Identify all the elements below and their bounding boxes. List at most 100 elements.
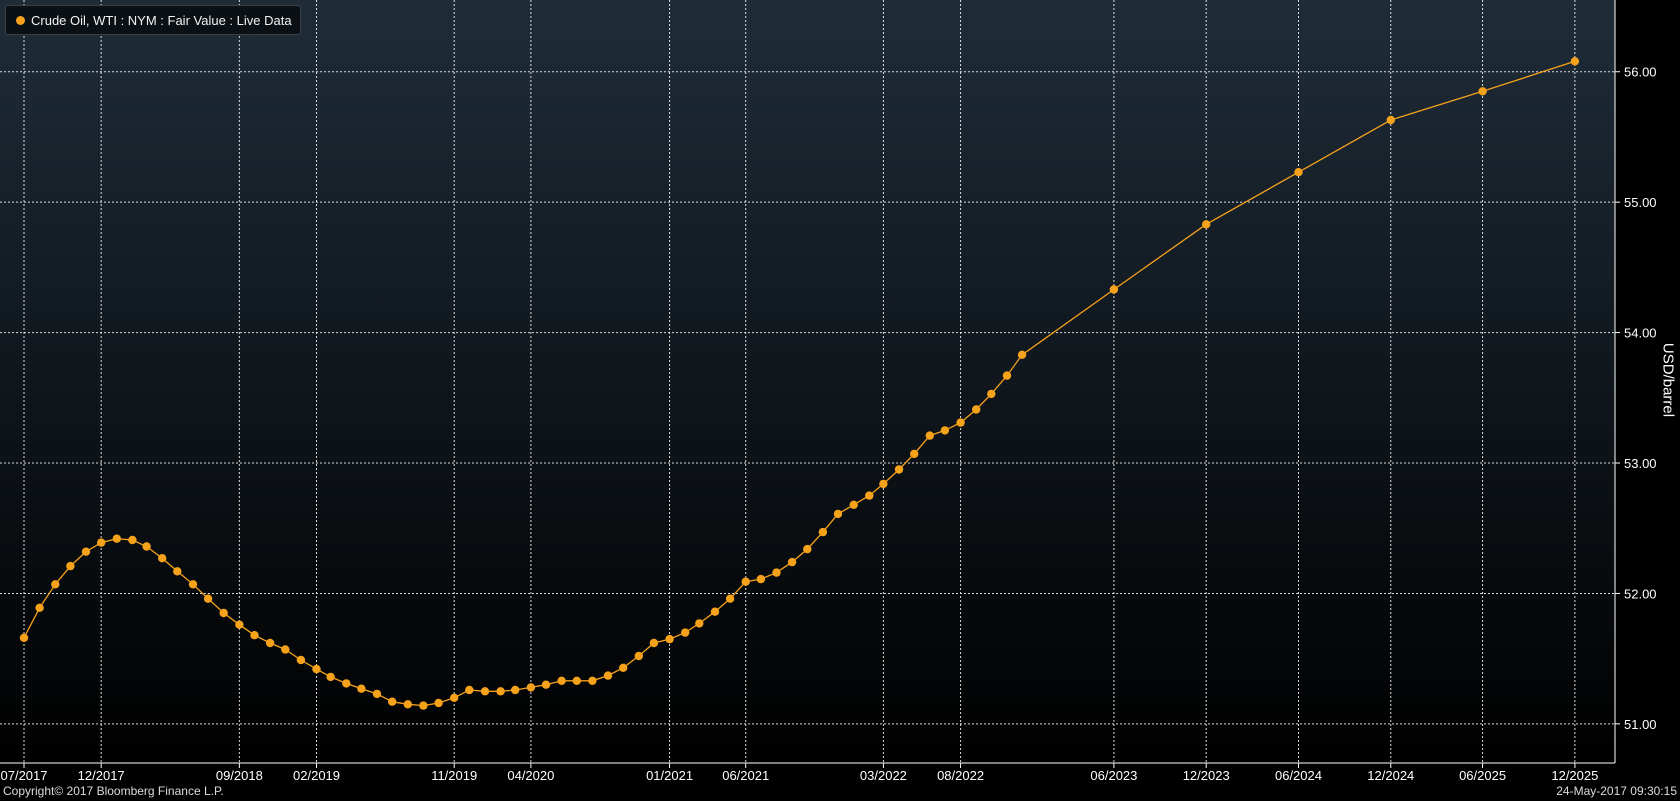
data-point bbox=[940, 426, 950, 435]
data-point bbox=[419, 701, 428, 710]
data-point bbox=[695, 619, 704, 628]
data-point bbox=[572, 676, 581, 685]
data-point bbox=[603, 671, 613, 680]
data-point bbox=[649, 638, 659, 648]
data-point bbox=[879, 479, 888, 489]
data-point bbox=[1202, 220, 1211, 229]
data-point bbox=[756, 574, 766, 584]
x-tick-label: 07/2017 bbox=[1, 768, 48, 783]
data-point bbox=[803, 544, 812, 554]
data-point bbox=[557, 676, 566, 685]
right-axis-background bbox=[1615, 0, 1680, 801]
copyright-text: Copyright© 2017 Bloomberg Finance L.P. bbox=[3, 784, 224, 798]
data-point bbox=[81, 547, 91, 556]
series-crude-oil bbox=[19, 57, 1580, 710]
legend-marker-icon bbox=[16, 15, 25, 25]
data-point bbox=[526, 683, 536, 692]
bottom-axis-background bbox=[0, 763, 1615, 801]
x-tick-label: 06/2021 bbox=[722, 768, 769, 783]
data-point bbox=[772, 568, 781, 577]
x-tick-label: 06/2025 bbox=[1459, 768, 1506, 783]
data-point bbox=[434, 698, 443, 708]
data-point bbox=[849, 500, 858, 509]
data-point bbox=[818, 527, 828, 537]
data-point bbox=[910, 449, 919, 459]
data-point bbox=[326, 672, 335, 682]
x-tick-label: 06/2024 bbox=[1275, 768, 1322, 783]
data-point bbox=[588, 676, 597, 685]
legend-label: Crude Oil, WTI : NYM : Fair Value : Live… bbox=[31, 12, 292, 28]
data-point bbox=[128, 535, 137, 545]
data-point bbox=[173, 567, 182, 576]
data-point bbox=[265, 638, 275, 648]
x-tick-label: 12/2024 bbox=[1367, 768, 1414, 783]
data-point bbox=[634, 651, 643, 661]
data-point bbox=[541, 680, 551, 689]
data-point bbox=[51, 580, 60, 589]
data-point bbox=[480, 687, 490, 696]
data-point bbox=[66, 561, 75, 571]
data-point bbox=[372, 689, 382, 699]
data-point bbox=[97, 538, 106, 547]
data-point bbox=[112, 534, 122, 543]
grid bbox=[0, 0, 1615, 763]
data-point bbox=[1478, 87, 1487, 96]
data-point bbox=[388, 697, 397, 706]
data-point bbox=[925, 431, 934, 440]
data-point bbox=[741, 577, 750, 586]
data-point bbox=[235, 620, 244, 629]
x-tick-label: 09/2018 bbox=[216, 768, 263, 783]
plot-background bbox=[0, 0, 1615, 763]
x-tick-label: 06/2023 bbox=[1090, 768, 1137, 783]
y-axis-label: USD/barrel bbox=[1659, 342, 1677, 418]
data-point bbox=[956, 418, 965, 427]
y-tick-label: 54.00 bbox=[1624, 326, 1657, 341]
data-point bbox=[450, 693, 459, 702]
data-point bbox=[158, 554, 167, 563]
data-point bbox=[972, 405, 981, 414]
y-tick-label: 55.00 bbox=[1624, 195, 1657, 210]
axes: 51.00 52.00 53.00 54.00 55.00 56.00 07/2017 12/… bbox=[0, 0, 1657, 783]
x-tick-label: 04/2020 bbox=[507, 768, 554, 783]
data-point bbox=[1294, 168, 1303, 177]
x-tick-label: 12/2025 bbox=[1551, 768, 1598, 783]
x-tick-label: 12/2017 bbox=[78, 768, 125, 783]
data-point bbox=[1002, 371, 1012, 380]
data-point bbox=[403, 700, 412, 709]
data-point bbox=[865, 491, 874, 500]
timestamp-text: 24-May-2017 09:30:15 bbox=[1556, 784, 1677, 798]
data-point bbox=[725, 594, 735, 603]
x-tick-label: 02/2019 bbox=[293, 768, 340, 783]
data-point bbox=[250, 631, 259, 640]
data-point bbox=[987, 389, 996, 399]
data-point bbox=[203, 594, 213, 603]
x-tick-label: 08/2022 bbox=[937, 768, 984, 783]
data-point bbox=[619, 663, 628, 672]
data-point bbox=[710, 607, 720, 616]
data-point bbox=[894, 465, 904, 474]
data-point bbox=[511, 685, 520, 695]
y-tick-label: 51.00 bbox=[1624, 717, 1657, 732]
data-point bbox=[496, 687, 505, 696]
data-point bbox=[787, 557, 797, 567]
chart-legend[interactable]: Crude Oil, WTI : NYM : Fair Value : Live… bbox=[5, 5, 301, 35]
y-tick-label: 52.00 bbox=[1624, 586, 1657, 601]
x-tick-label: 01/2021 bbox=[646, 768, 693, 783]
data-point bbox=[1570, 57, 1580, 66]
data-point bbox=[665, 634, 674, 644]
data-point bbox=[1109, 285, 1119, 294]
data-point bbox=[833, 509, 843, 519]
x-tick-label: 12/2023 bbox=[1183, 768, 1230, 783]
data-point bbox=[342, 679, 351, 688]
data-point bbox=[465, 685, 474, 695]
data-point bbox=[35, 603, 44, 612]
y-tick-label: 53.00 bbox=[1624, 456, 1657, 471]
data-point bbox=[142, 542, 151, 551]
data-point bbox=[219, 608, 228, 618]
data-point bbox=[281, 645, 290, 654]
data-point bbox=[357, 684, 366, 693]
data-point bbox=[188, 580, 198, 589]
data-point bbox=[1386, 115, 1396, 125]
